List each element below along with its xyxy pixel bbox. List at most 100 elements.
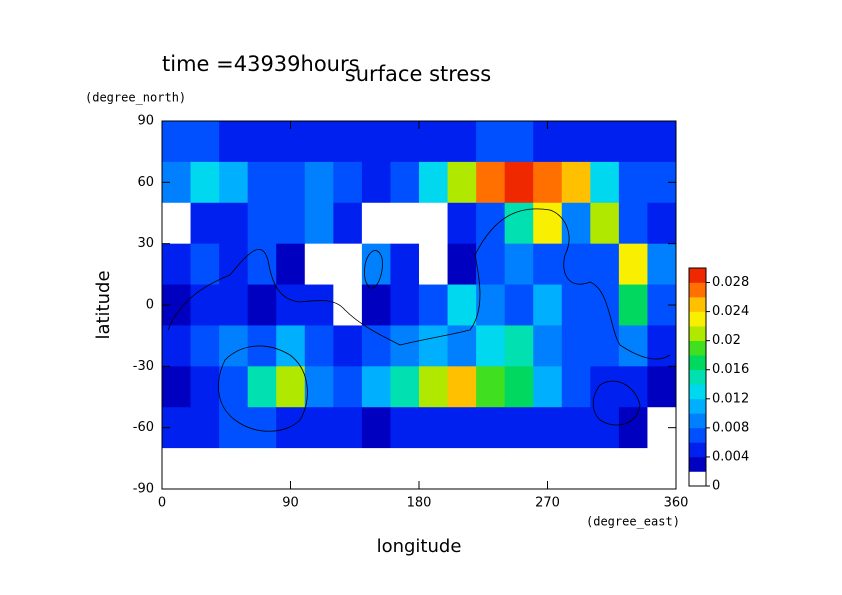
cell: [561, 161, 591, 204]
cell: [276, 325, 306, 367]
x-tick-label: 270: [535, 496, 560, 511]
colorbar-bin: [689, 297, 706, 312]
cell: [590, 202, 620, 245]
cell: [333, 366, 363, 408]
cell: [247, 407, 277, 449]
cell: [190, 202, 220, 245]
cell: [504, 121, 534, 163]
cell: [447, 243, 477, 286]
cell: [419, 407, 449, 449]
cell: [333, 202, 363, 245]
cell: [618, 161, 648, 204]
cell: [590, 366, 620, 408]
cell: [361, 325, 391, 367]
cell: [304, 243, 334, 286]
cell: [190, 366, 220, 408]
y-axis-label: latitude: [93, 270, 114, 339]
cell: [447, 284, 477, 326]
x-axis-label: longitude: [377, 536, 462, 557]
cell: [333, 407, 363, 449]
cell: [162, 325, 192, 367]
cell: [162, 121, 192, 163]
colorbar-tick-label: 0.02: [712, 333, 741, 348]
cell: [419, 202, 449, 245]
cell: [590, 284, 620, 326]
cell: [590, 243, 620, 286]
axes: 0 90 180 270 360 -90 -60 -30 0 30 60 90: [133, 114, 689, 511]
cell: [618, 366, 648, 408]
cell: [647, 202, 677, 245]
cell: [390, 448, 420, 490]
cell: [533, 366, 563, 408]
cell: [304, 325, 334, 367]
colorbar-frame: [688, 267, 707, 487]
cell: [304, 284, 334, 326]
y-tick-label: -90: [133, 482, 154, 497]
cell: [504, 448, 534, 490]
cell: [219, 243, 249, 286]
cell: [561, 407, 591, 449]
cell: [590, 448, 620, 490]
cell: [219, 161, 249, 204]
cell: [276, 284, 306, 326]
cell: [476, 407, 506, 449]
cell: [247, 161, 277, 204]
cell: [361, 366, 391, 408]
cell: [504, 325, 534, 367]
colorbar-tick-label: 0.008: [712, 420, 749, 435]
cell: [419, 243, 449, 286]
cell: [361, 243, 391, 286]
cell: [590, 325, 620, 367]
x-tick-label: 360: [664, 496, 689, 511]
cell: [419, 366, 449, 408]
colorbar-bin: [689, 427, 706, 443]
cell: [361, 202, 391, 245]
y-tick-label: -60: [133, 420, 154, 435]
colorbar-bin: [689, 442, 706, 458]
cell: [390, 161, 420, 204]
colorbar-bin: [689, 326, 706, 341]
cell: [447, 448, 477, 490]
cell: [190, 121, 220, 163]
cell: [390, 407, 420, 449]
cell: [276, 366, 306, 408]
cell: [618, 243, 648, 286]
colorbar-bin: [689, 268, 706, 283]
cell: [647, 121, 677, 163]
cell: [533, 161, 563, 204]
cell: [304, 448, 334, 490]
chart-title: surface stress: [345, 62, 491, 86]
cell: [561, 121, 591, 163]
cell: [447, 407, 477, 449]
cell: [390, 366, 420, 408]
y-unit: (degree_north): [85, 91, 186, 105]
cell: [647, 366, 677, 408]
x-tick-label: 90: [282, 496, 299, 511]
cell: [533, 407, 563, 449]
cell: [333, 325, 363, 367]
cell: [247, 366, 277, 408]
cell: [476, 284, 506, 326]
cell: [476, 121, 506, 163]
colorbar-bin: [689, 282, 706, 298]
cell: [333, 121, 363, 163]
cell: [162, 202, 192, 245]
cell: [190, 448, 220, 490]
cell: [647, 325, 677, 367]
colorbar-bin: [689, 471, 706, 487]
cell: [390, 121, 420, 163]
colorbar: 0 0.004 0.008 0.012 0.016 0.02 0.024 0.028: [688, 267, 749, 494]
cell: [361, 407, 391, 449]
subtitle: time =43939hours: [162, 52, 360, 76]
cell: [504, 366, 534, 408]
cell: [390, 243, 420, 286]
cell: [590, 121, 620, 163]
cell: [333, 448, 363, 490]
y-tick-label: 60: [137, 175, 154, 190]
cell: [361, 161, 391, 204]
colorbar-tick-label: 0.028: [712, 275, 749, 290]
cell: [561, 284, 591, 326]
cell: [476, 448, 506, 490]
cell: [647, 448, 677, 490]
